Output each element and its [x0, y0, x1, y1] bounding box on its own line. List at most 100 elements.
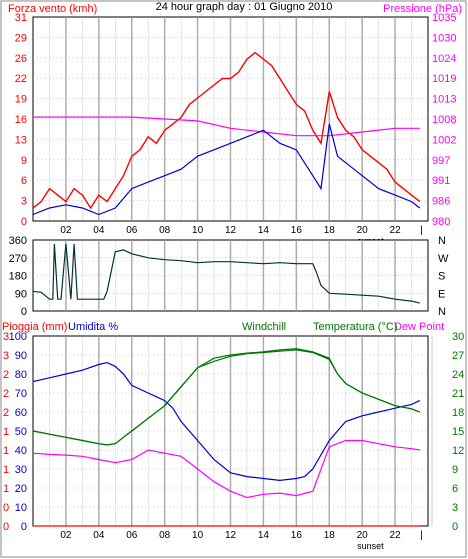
humidity-tick-label: 0 [21, 521, 27, 533]
pressure-tick-label: 1030 [432, 32, 456, 44]
pressure-tick-label: 991 [432, 175, 450, 187]
rain-tick-label: 2 [3, 369, 9, 381]
rain-tick-label: 1 [3, 464, 9, 476]
direction-tick-label: 90 [15, 288, 27, 300]
series-windchill-line [32, 349, 421, 446]
pressure-tick-label: 1035 [432, 12, 456, 24]
x-tick-label: 16 [291, 530, 303, 541]
series-humidity-line [32, 361, 421, 482]
rain-tick-label: 1 [3, 445, 9, 457]
x-tick-label: 12 [225, 530, 237, 541]
wind-tick-label: 9 [21, 155, 27, 167]
x-tick-label: 10 [192, 530, 204, 541]
temperature-tick-label: 0 [452, 521, 458, 533]
direction-tick-label: 270 [9, 253, 27, 265]
humidity-tick-label: 30 [15, 464, 27, 476]
temperature-axis-label: Temperatura (°C) [313, 321, 397, 333]
midnight-marker: | [420, 530, 423, 541]
pressure-tick-label: 1019 [432, 73, 456, 85]
x-tick-label: 08 [159, 530, 171, 541]
x-tick-label: 06 [126, 225, 138, 236]
wind-axis-label: Forza vento (kmh) [8, 3, 97, 15]
rain-tick-label: 2 [3, 388, 9, 400]
humidity-tick-label: 100 [9, 331, 27, 343]
wind-tick-label: 22 [15, 73, 27, 85]
temperature-tick-label: 15 [452, 426, 464, 438]
direction-tick-label: 0 [21, 306, 27, 318]
wind-tick-label: 26 [15, 53, 27, 65]
rain-tick-label: 2 [3, 407, 9, 419]
pressure-tick-label: 1024 [432, 53, 456, 65]
wind-tick-label: 29 [15, 32, 27, 44]
rain-tick-label: 1 [3, 483, 9, 495]
rain-tick-label: 3 [3, 331, 9, 343]
pressure-tick-label: 1002 [432, 134, 456, 146]
x-tick-label: 04 [93, 530, 105, 541]
compass-tick-label: N [438, 306, 446, 318]
wind-tick-label: 19 [15, 94, 27, 106]
series-gust_avg-line [32, 123, 421, 216]
pressure-tick-label: 1008 [432, 114, 456, 126]
humidity-tick-label: 10 [15, 502, 27, 514]
x-tick-label: 12 [225, 225, 237, 236]
temperature-tick-label: 9 [452, 464, 458, 476]
pressure-tick-label: 986 [432, 196, 450, 208]
direction-tick-label: 360 [9, 235, 27, 247]
humidity-tick-label: 50 [15, 426, 27, 438]
series-wind-line [32, 51, 421, 210]
direction-tick-label: 180 [9, 271, 27, 283]
humidity-tick-label: 90 [15, 350, 27, 362]
temperature-tick-label: 24 [452, 369, 464, 381]
x-tick-label: 20 [357, 530, 369, 541]
x-tick-label: 18 [324, 225, 336, 236]
wind-tick-label: 13 [15, 134, 27, 146]
humidity-axis-label: Umidita % [68, 321, 118, 333]
x-tick-label: 14 [258, 530, 270, 541]
humidity-tick-label: 40 [15, 445, 27, 457]
compass-tick-label: E [438, 288, 445, 300]
humidity-tick-label: 80 [15, 369, 27, 381]
pressure-axis-label: Pressione (hPa) [383, 3, 462, 15]
graph-title: 24 hour graph day : 01 Giugno 2010 [156, 1, 333, 13]
humidity-tick-label: 20 [15, 483, 27, 495]
rain-tick-label: 3 [3, 350, 9, 362]
midnight-marker: | [420, 225, 423, 236]
temperature-tick-label: 30 [452, 331, 464, 343]
pressure-tick-label: 1013 [432, 94, 456, 106]
x-tick-label: 16 [291, 225, 303, 236]
wind-tick-label: 0 [21, 216, 27, 228]
x-tick-label: 20 [357, 225, 369, 236]
compass-tick-label: N [438, 235, 446, 247]
dewpoint-axis-label: Dew Point [394, 321, 444, 333]
humidity-tick-label: 70 [15, 388, 27, 400]
temperature-tick-label: 3 [452, 502, 458, 514]
x-tick-label: 22 [390, 225, 402, 236]
x-tick-label: 14 [258, 225, 270, 236]
temperature-tick-label: 27 [452, 350, 464, 362]
x-tick-label: 02 [60, 530, 72, 541]
series-dewpoint-line [32, 439, 420, 499]
x-tick-label: 10 [192, 225, 204, 236]
wind-tick-label: 16 [15, 114, 27, 126]
rain-tick-label: 1 [3, 426, 9, 438]
series-pressure-line [33, 116, 420, 137]
temperature-tick-label: 6 [452, 483, 458, 495]
rain-axis-label: Pioggia (mm) [2, 321, 67, 333]
x-tick-label: 04 [93, 225, 105, 236]
x-tick-label: 06 [126, 530, 138, 541]
pressure-tick-label: 997 [432, 155, 450, 167]
compass-tick-label: W [438, 253, 449, 265]
x-tick-label: 18 [324, 530, 336, 541]
wind-tick-label: 31 [15, 12, 27, 24]
rain-tick-label: 0 [3, 502, 9, 514]
wind-tick-label: 3 [21, 196, 27, 208]
pressure-tick-label: 980 [432, 216, 450, 228]
series-direction-line [32, 243, 420, 304]
temperature-tick-label: 12 [452, 445, 464, 457]
rain-tick-label: 0 [3, 521, 9, 533]
compass-tick-label: S [438, 271, 445, 283]
x-tick-label: 08 [159, 225, 171, 236]
sunset-label: sunset [357, 541, 384, 551]
